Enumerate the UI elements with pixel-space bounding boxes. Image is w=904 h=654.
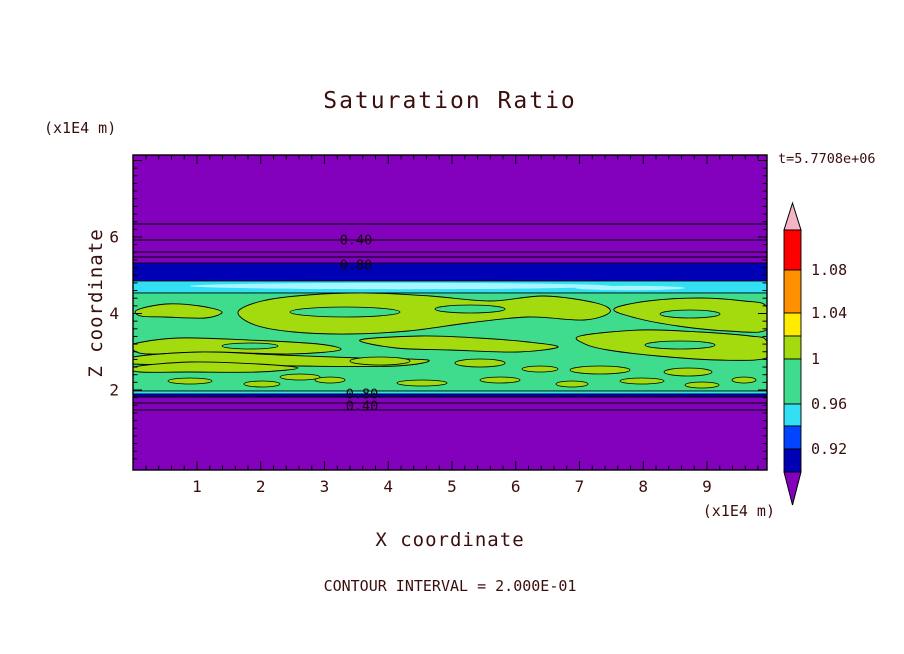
z-tick-labels: 2 4 6: [109, 228, 119, 400]
colorbar-label: 0.92: [811, 440, 847, 458]
x-tick-label: 9: [702, 477, 712, 496]
x-tick-label: 4: [383, 477, 393, 496]
colorbar-segment: [783, 269, 802, 314]
plot-title: Saturation Ratio: [323, 88, 577, 114]
colorbar-label: 1.04: [811, 304, 847, 322]
x-tick-label: 3: [320, 477, 330, 496]
plot-frame: [132, 154, 768, 471]
x-tick-label: 1: [192, 477, 202, 496]
contour-blob-upper-central: [237, 292, 611, 335]
colorbar: 1.08 1.04 1 0.96 0.92: [783, 201, 847, 506]
x-axis-label: X coordinate: [375, 529, 525, 551]
x-tick-label: 2: [256, 477, 266, 496]
contour-field: 0.400.800.800.40: [133, 155, 767, 470]
timestamp-label: t=5.7708e+06: [778, 151, 876, 167]
contour-blob-upper-left: [134, 303, 223, 319]
colorbar-segment: [783, 312, 802, 337]
contour-blob-lower-left: [133, 361, 299, 373]
x-tick-label: 7: [575, 477, 585, 496]
colorbar-segment: [783, 335, 802, 360]
colorbar-label: 0.96: [811, 395, 847, 413]
x-tick-label: 6: [511, 477, 521, 496]
contour-line-label: 0.40: [340, 233, 373, 249]
colorbar-segment: [783, 403, 802, 427]
colorbar-label: 1.08: [811, 261, 847, 279]
colorbar-segment: [783, 229, 802, 271]
contour-line-label: 0.80: [340, 258, 373, 274]
colorbar-segment: [783, 358, 802, 405]
contour-line-label: 0.40: [346, 399, 379, 415]
colorbar-bottom-arrow: [783, 471, 802, 506]
z-tick-label: 4: [109, 304, 119, 323]
z-tick-label: 6: [109, 228, 119, 247]
contour-blob-mid-central: [359, 335, 559, 353]
colorbar-segment: [783, 425, 802, 450]
contour-line-label: 0.80: [346, 387, 379, 403]
colorbar-segment: [783, 448, 802, 473]
axis-ticks: [133, 155, 767, 470]
x-tick-labels: 1 2 3 4 5 6 7 8 9: [192, 477, 712, 496]
x-tick-label: 5: [447, 477, 457, 496]
y-axis-units: (x1E4 m): [44, 119, 117, 137]
colorbar-label: 1: [811, 350, 820, 368]
x-tick-label: 8: [638, 477, 648, 496]
contour-interval-label: CONTOUR INTERVAL = 2.000E-01: [323, 577, 577, 595]
x-axis-units: (x1E4 m): [702, 502, 775, 520]
colorbar-top-arrow: [783, 201, 802, 231]
z-tick-label: 2: [109, 381, 119, 400]
